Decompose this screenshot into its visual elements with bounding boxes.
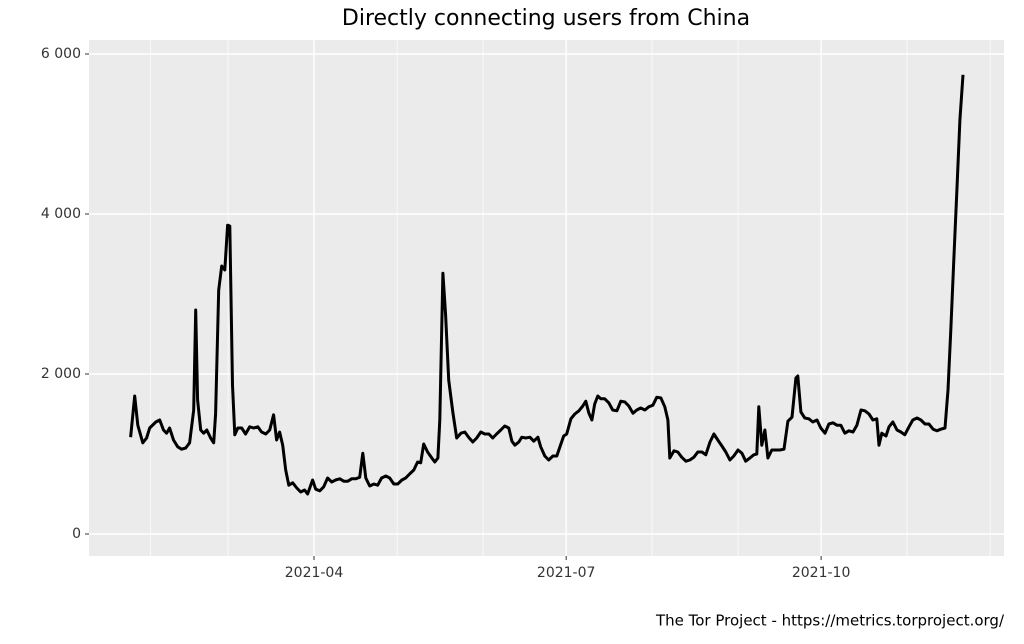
y-tick-label: 0 xyxy=(72,526,81,542)
data-line xyxy=(129,74,965,496)
y-tick-label: 4 000 xyxy=(41,206,81,222)
plot-background xyxy=(89,40,1004,556)
y-tick-label: 2 000 xyxy=(41,366,81,382)
y-tick-label: 6 000 xyxy=(41,46,81,62)
x-tick-label: 2021-10 xyxy=(792,565,851,581)
x-tick-label: 2021-07 xyxy=(537,565,596,581)
chart-title: Directly connecting users from China xyxy=(342,6,750,31)
x-tick-label: 2021-04 xyxy=(285,565,344,581)
caption: The Tor Project - https://metrics.torpro… xyxy=(655,612,1005,630)
